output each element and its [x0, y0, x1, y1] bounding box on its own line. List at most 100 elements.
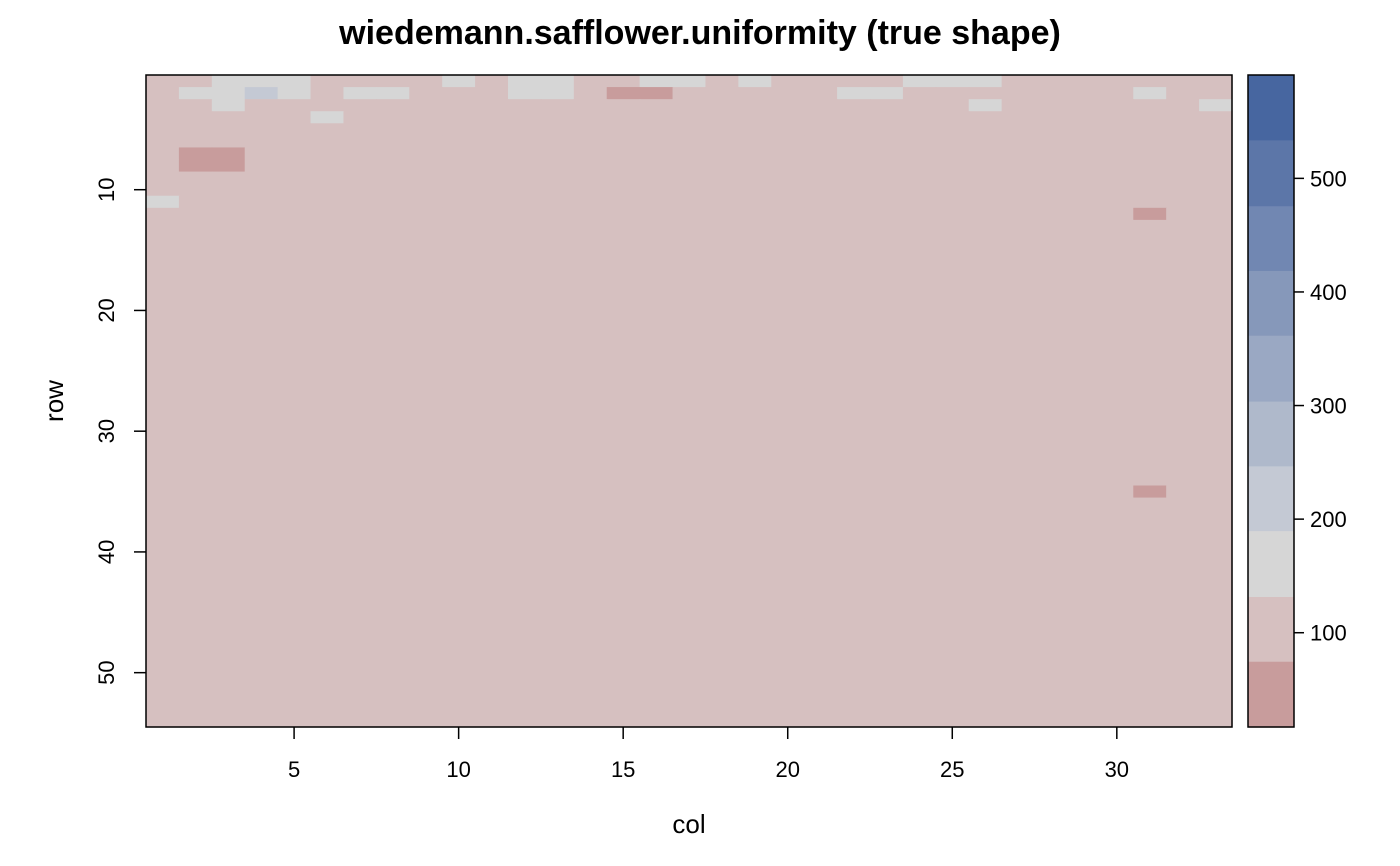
heatmap-cell — [1034, 244, 1069, 257]
heatmap-cell — [277, 425, 312, 438]
heatmap-cell — [277, 207, 312, 221]
heatmap-cell — [442, 256, 476, 269]
heatmap-cell — [804, 630, 838, 644]
heatmap-cell — [705, 388, 739, 402]
colorbar-band — [1248, 270, 1294, 336]
heatmap-cell — [738, 183, 772, 197]
heatmap-cell — [376, 280, 410, 293]
heatmap-cell — [244, 328, 279, 342]
heatmap-cell — [1001, 570, 1036, 583]
heatmap-cell — [573, 171, 608, 185]
heatmap-cell — [1100, 413, 1134, 426]
heatmap-cell — [1034, 316, 1069, 330]
heatmap-cell — [804, 316, 838, 330]
heatmap-cell — [1001, 714, 1036, 728]
heatmap-cell — [1199, 159, 1233, 173]
heatmap-cell — [310, 304, 345, 318]
heatmap-cell — [902, 75, 937, 88]
heatmap-cell — [540, 702, 575, 716]
heatmap-cell — [606, 702, 641, 716]
x-axis-label: col — [672, 809, 705, 839]
heatmap-cell — [902, 413, 937, 426]
heatmap-cell — [211, 147, 246, 161]
heatmap-cell — [310, 87, 345, 100]
heatmap-cell — [277, 304, 312, 318]
heatmap-cell — [343, 702, 377, 716]
heatmap-cell — [1199, 678, 1233, 692]
heatmap-cell — [146, 473, 180, 487]
heatmap-cell — [1199, 340, 1233, 354]
heatmap-cell — [475, 268, 509, 281]
heatmap-cell — [1166, 171, 1200, 185]
heatmap-cell — [277, 437, 312, 450]
heatmap-cell — [606, 123, 641, 136]
heatmap-cell — [178, 461, 213, 475]
heatmap-cell — [1133, 714, 1167, 728]
heatmap-cell — [837, 135, 871, 149]
heatmap-cell — [771, 521, 805, 535]
heatmap-cell — [870, 690, 904, 704]
heatmap-cell — [771, 654, 805, 668]
heatmap-cell — [639, 159, 674, 173]
heatmap-cell — [804, 666, 838, 680]
heatmap-cell — [540, 413, 575, 426]
heatmap-cell — [508, 449, 542, 462]
heatmap-cell — [1034, 497, 1069, 511]
heatmap-cell — [968, 352, 1003, 366]
heatmap-cell — [968, 195, 1003, 209]
heatmap-cell — [771, 219, 805, 233]
heatmap-cell — [935, 75, 970, 88]
heatmap-cell — [508, 630, 542, 644]
heatmap-cell — [409, 654, 443, 668]
heatmap-cell — [870, 219, 904, 233]
heatmap-cell — [870, 497, 904, 511]
heatmap-cell — [343, 618, 377, 631]
heatmap-cell — [244, 316, 279, 330]
heatmap-cell — [672, 461, 707, 475]
heatmap-cell — [705, 594, 739, 607]
heatmap-cell — [935, 461, 970, 475]
heatmap-cell — [639, 485, 674, 499]
heatmap-cell — [935, 195, 970, 209]
heatmap-cell — [804, 364, 838, 378]
heatmap-cell — [442, 497, 476, 511]
heatmap-cell — [376, 497, 410, 511]
heatmap-cell — [639, 642, 674, 656]
heatmap-cell — [244, 231, 279, 245]
heatmap-cell — [705, 690, 739, 704]
heatmap-cell — [178, 413, 213, 426]
heatmap-cell — [409, 594, 443, 607]
heatmap-cell — [146, 219, 180, 233]
heatmap-cell — [409, 352, 443, 366]
heatmap-cell — [409, 521, 443, 535]
heatmap-cell — [376, 135, 410, 149]
heatmap-cell — [672, 87, 707, 100]
heatmap-cell — [804, 171, 838, 185]
heatmap-cell — [606, 714, 641, 728]
heatmap-cell — [442, 147, 476, 161]
heatmap-cell — [343, 642, 377, 656]
heatmap-cell — [672, 376, 707, 390]
heatmap-cell — [146, 99, 180, 112]
heatmap-cell — [1166, 135, 1200, 149]
heatmap-cell — [310, 449, 345, 462]
heatmap-cell — [508, 280, 542, 293]
heatmap-cell — [343, 352, 377, 366]
heatmap-cell — [540, 75, 575, 88]
heatmap-cell — [475, 183, 509, 197]
heatmap-cell — [968, 219, 1003, 233]
heatmap-cell — [968, 425, 1003, 438]
heatmap-cell — [178, 207, 213, 221]
heatmap-cell — [606, 352, 641, 366]
heatmap-cell — [968, 388, 1003, 402]
heatmap-cell — [606, 376, 641, 390]
heatmap-cell — [1100, 75, 1134, 88]
heatmap-cell — [244, 702, 279, 716]
colorbar-frame — [1247, 74, 1295, 728]
heatmap-cell — [837, 437, 871, 450]
heatmap-cell — [1001, 678, 1036, 692]
heatmap-cell — [211, 678, 246, 692]
heatmap-cell — [540, 183, 575, 197]
heatmap-cell — [738, 195, 772, 209]
heatmap-cell — [475, 292, 509, 305]
